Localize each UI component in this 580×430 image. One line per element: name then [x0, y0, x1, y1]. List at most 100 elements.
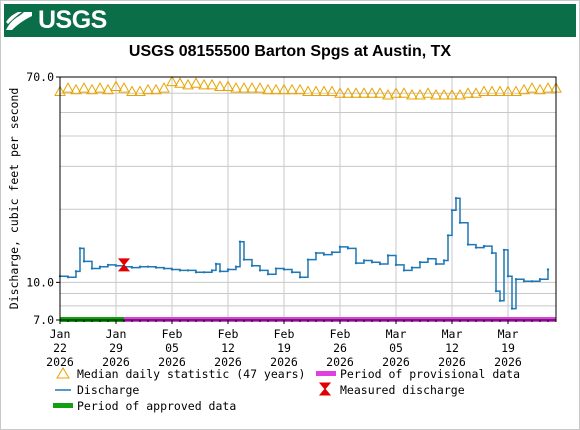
x-tick-label: 22: [53, 341, 67, 355]
median-marker: [230, 82, 242, 93]
median-marker: [70, 83, 82, 95]
median-marker: [478, 85, 490, 97]
discharge-point: [250, 264, 254, 267]
median-marker: [238, 82, 250, 93]
discharge-point: [274, 267, 278, 270]
discharge-point: [510, 307, 514, 310]
median-marker: [94, 82, 106, 93]
discharge-point: [322, 253, 326, 256]
discharge-point: [74, 270, 78, 273]
median-marker: [350, 87, 362, 98]
median-marker: [526, 82, 538, 93]
discharge-point: [218, 270, 222, 273]
median-marker: [126, 85, 138, 97]
discharge-point: [386, 254, 390, 257]
discharge-point: [498, 299, 502, 302]
median-marker: [198, 78, 210, 90]
median-marker: [222, 80, 234, 91]
discharge-point: [546, 268, 550, 271]
discharge-point: [210, 269, 214, 272]
discharge-point: [370, 261, 374, 264]
axis-layer: 70.010.07.0Jan222026Jan292026Feb052026Fe…: [26, 70, 557, 369]
x-tick-label: 2026: [158, 355, 186, 369]
discharge-point: [330, 251, 334, 254]
discharge-point: [82, 260, 86, 263]
discharge-point: [446, 234, 450, 237]
median-marker: [190, 77, 202, 88]
legend-label: Discharge: [77, 383, 139, 397]
legend-label: Period of provisional data: [340, 367, 520, 381]
median-marker: [294, 83, 306, 95]
plot-area-border: [59, 76, 557, 321]
x-tick-label: Feb: [162, 327, 183, 341]
median-marker: [414, 89, 426, 100]
discharge-point: [106, 263, 110, 267]
y-axis-label: Discharge, cubic feet per second: [7, 88, 21, 310]
median-marker: [78, 82, 90, 93]
median-marker: [246, 82, 258, 93]
median-marker: [86, 83, 98, 95]
discharge-line: [60, 197, 549, 310]
median-marker: [310, 85, 322, 97]
discharge-point: [130, 266, 134, 269]
discharge-point: [194, 271, 198, 274]
median-marker: [166, 75, 178, 87]
x-tick-label: 2026: [438, 355, 466, 369]
discharge-point: [162, 267, 166, 270]
discharge-point: [494, 289, 498, 293]
x-tick-label: 12: [445, 341, 459, 355]
discharge-point: [298, 276, 302, 279]
median-marker: [374, 87, 386, 98]
x-tick-label: 12: [221, 341, 235, 355]
usgs-logo: USGS: [4, 4, 107, 37]
discharge-point: [234, 265, 238, 268]
median-marker: [254, 82, 266, 93]
median-marker: [502, 85, 514, 97]
y-tick-label: 70.0: [26, 70, 54, 84]
y-tick-label: 10.0: [26, 275, 54, 289]
discharge-point: [186, 269, 190, 272]
x-tick-label: Jan: [106, 327, 127, 341]
discharge-point: [394, 263, 398, 267]
discharge-point: [178, 269, 182, 272]
median-marker: [422, 87, 434, 98]
discharge-point: [502, 248, 506, 252]
median-marker: [134, 85, 146, 97]
median-marker: [334, 87, 346, 98]
x-tick-label: Mar: [386, 327, 407, 341]
median-marker: [542, 82, 554, 93]
median-marker: [214, 80, 226, 91]
discharge-point: [242, 258, 246, 261]
legend-label: Measured discharge: [340, 383, 465, 397]
discharge-point: [490, 251, 494, 255]
median-marker: [318, 85, 330, 97]
discharge-point: [418, 261, 422, 264]
x-tick-label: 2026: [46, 355, 74, 369]
median-marker: [150, 83, 162, 95]
discharge-point: [138, 265, 142, 268]
median-marker: [438, 89, 450, 100]
median-marker: [62, 82, 74, 93]
legend-swatch-measured: [318, 382, 332, 396]
legend-swatch-provisional: [316, 371, 336, 376]
grid-layer: [60, 77, 556, 320]
legend-swatch-approved: [53, 403, 73, 408]
series-layer: [54, 75, 562, 310]
discharge-point: [378, 262, 382, 266]
median-marker: [174, 77, 186, 88]
x-tick-label: 2026: [102, 355, 130, 369]
discharge-point: [410, 266, 414, 269]
median-marker: [286, 83, 298, 95]
median-marker: [358, 87, 370, 98]
median-marker: [494, 85, 506, 97]
discharge-point: [214, 262, 218, 266]
discharge-point: [402, 269, 406, 272]
discharge-point: [530, 280, 534, 283]
discharge-point: [146, 265, 150, 268]
median-marker: [406, 89, 418, 100]
median-marker: [518, 83, 530, 95]
discharge-point: [66, 276, 70, 279]
usgs-banner: [4, 4, 576, 37]
x-tick-label: Feb: [330, 327, 351, 341]
